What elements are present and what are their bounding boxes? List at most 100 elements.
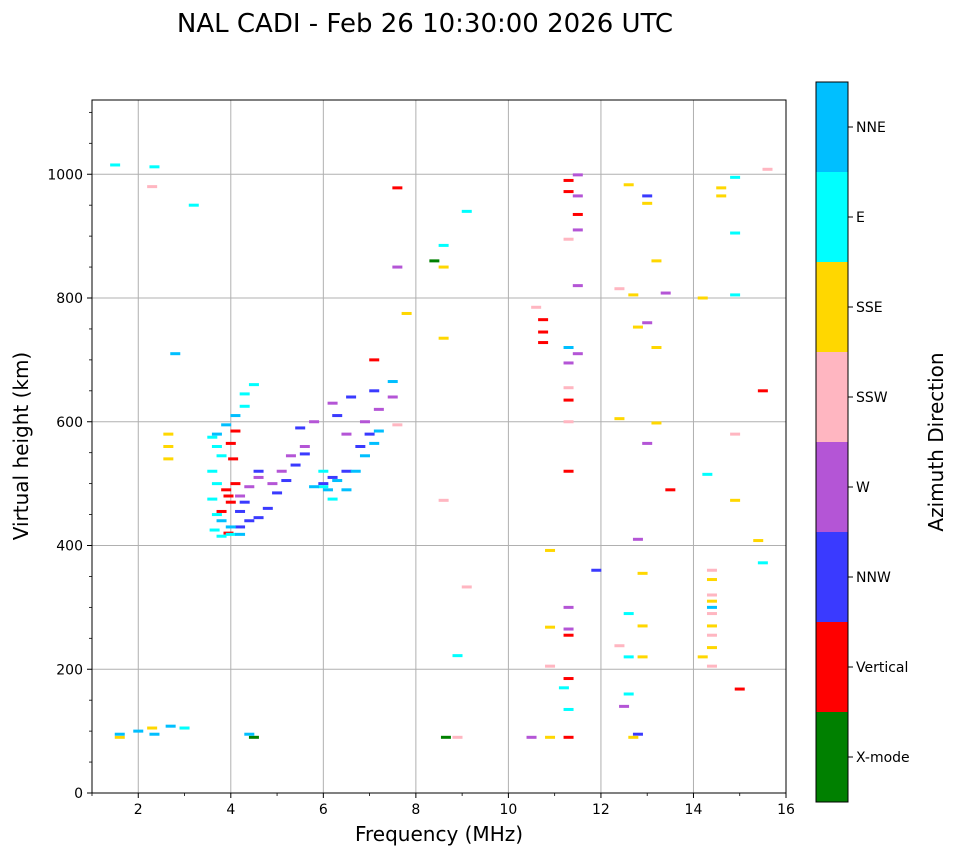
data-point	[623, 183, 634, 187]
data-point	[730, 432, 741, 436]
data-point	[642, 441, 653, 445]
data-point	[299, 452, 310, 456]
data-point	[163, 457, 174, 461]
data-point	[332, 479, 343, 483]
series-e	[110, 163, 768, 730]
series-ssw	[147, 167, 773, 739]
data-point	[632, 537, 643, 541]
data-point	[341, 432, 352, 436]
x-tick-label: 14	[685, 802, 703, 818]
colorbar-segment	[816, 262, 848, 352]
series-nnw	[235, 194, 653, 736]
data-point	[757, 389, 768, 393]
colorbar-label: W	[856, 480, 870, 496]
data-point	[188, 203, 199, 207]
data-point	[563, 398, 574, 402]
data-point	[623, 692, 634, 696]
series-sse	[114, 183, 764, 739]
data-point	[341, 469, 352, 473]
data-point	[563, 469, 574, 473]
data-point	[207, 469, 218, 473]
data-point	[221, 488, 232, 492]
data-point	[730, 498, 741, 502]
data-point	[276, 469, 287, 473]
data-point	[563, 361, 574, 365]
data-point	[373, 407, 384, 411]
data-point	[165, 724, 176, 728]
data-point	[563, 735, 574, 739]
x-tick-label: 10	[499, 802, 517, 818]
x-tick-label: 4	[226, 802, 235, 818]
data-point	[253, 516, 264, 520]
data-point	[244, 485, 255, 489]
data-point	[563, 677, 574, 681]
colorbar: X-mode Vertical NNW W SSW SSE E NNE	[815, 81, 910, 803]
colorbar-segment	[816, 82, 848, 172]
data-point	[706, 624, 717, 628]
colorbar-label: Vertical	[856, 660, 908, 676]
data-point	[350, 469, 361, 473]
data-point	[392, 265, 403, 269]
colorbar-segment	[816, 442, 848, 532]
colorbar-label: SSW	[856, 390, 888, 406]
data-point	[290, 463, 301, 467]
data-point	[216, 509, 227, 513]
data-point	[163, 432, 174, 436]
data-point	[563, 178, 574, 182]
colorbar-segment	[816, 622, 848, 712]
series-x-mode	[248, 259, 451, 739]
data-point	[318, 482, 329, 486]
chart-title: NAL CADI - Feb 26 10:30:00 2026 UTC	[177, 9, 673, 39]
data-point	[230, 414, 241, 418]
data-point	[438, 265, 449, 269]
data-point	[211, 513, 222, 517]
y-tick-label: 800	[56, 291, 83, 307]
data-point	[239, 404, 250, 408]
data-point	[285, 454, 296, 458]
data-point	[235, 494, 246, 498]
data-point	[267, 482, 278, 486]
data-point	[665, 488, 676, 492]
data-point	[359, 420, 370, 424]
data-point	[401, 311, 412, 315]
data-point	[706, 664, 717, 668]
colorbar-segment	[816, 172, 848, 262]
colorbar-segment	[816, 532, 848, 622]
x-axis-title: Frequency (MHz)	[355, 822, 523, 846]
data-point	[563, 707, 574, 711]
x-tick-label: 16	[777, 802, 795, 818]
data-point	[359, 454, 370, 458]
data-point	[211, 482, 222, 486]
data-point	[248, 383, 259, 387]
data-point	[702, 472, 713, 476]
data-point	[461, 209, 472, 213]
data-point	[697, 296, 708, 300]
data-point	[299, 445, 310, 448]
data-points	[110, 163, 773, 739]
data-point	[114, 732, 125, 736]
data-point	[133, 729, 144, 733]
y-tick-label: 200	[56, 662, 83, 678]
data-point	[757, 561, 768, 565]
data-point	[221, 423, 232, 427]
data-point	[239, 392, 250, 396]
data-point	[364, 432, 375, 436]
data-point	[327, 475, 338, 479]
y-axis-title: Virtual height (km)	[9, 352, 33, 541]
data-point	[387, 395, 398, 399]
data-point	[318, 469, 329, 473]
data-point	[651, 421, 662, 425]
data-point	[632, 732, 643, 736]
data-point	[563, 633, 574, 637]
axis-ticks: 2 4 6 8 10 12 14 16 0 200 400 600 800 1000	[47, 111, 795, 818]
data-point	[281, 479, 292, 483]
grid-lines	[92, 100, 786, 793]
data-point	[619, 704, 630, 708]
data-point	[327, 497, 338, 501]
data-point	[216, 519, 227, 523]
data-point	[563, 237, 574, 241]
data-point	[429, 259, 440, 263]
data-point	[730, 293, 741, 297]
